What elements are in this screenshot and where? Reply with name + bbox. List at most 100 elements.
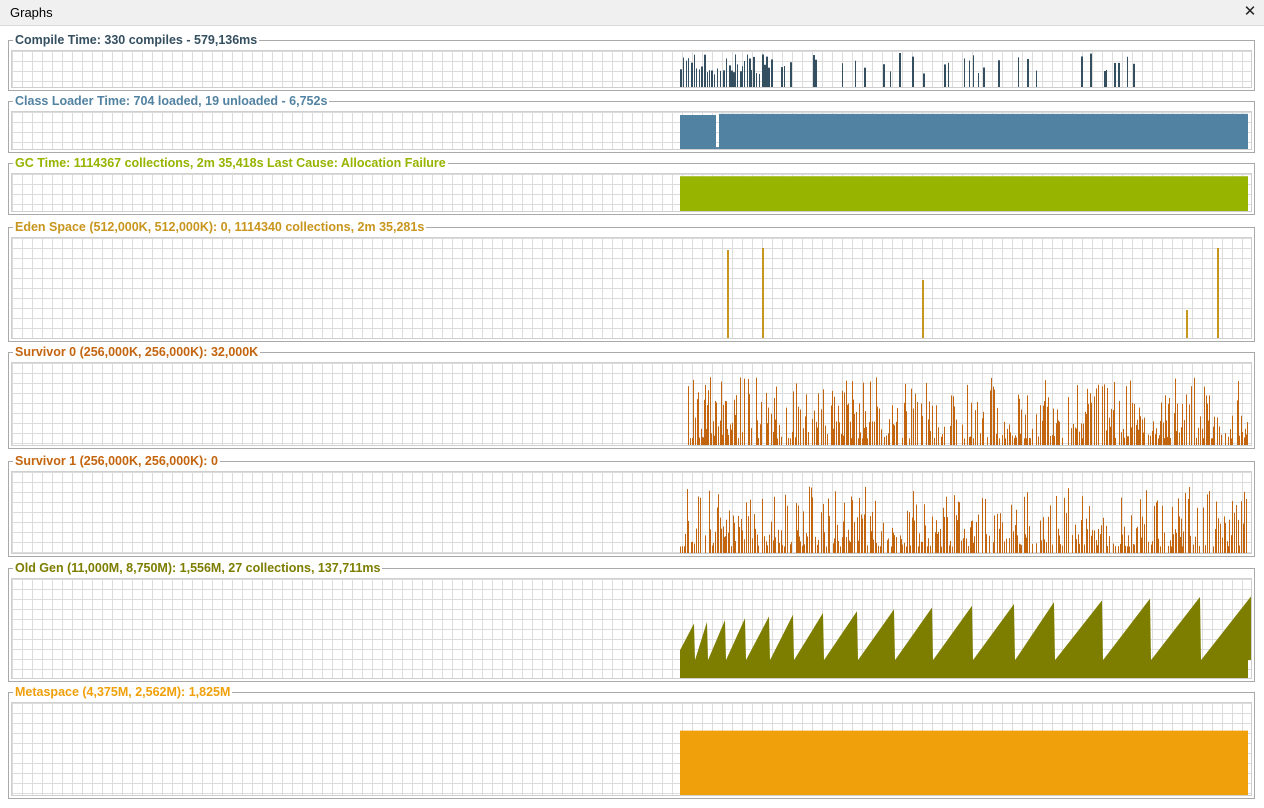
graph-bar (973, 55, 974, 87)
graph-bar (862, 518, 863, 553)
graph-bar (1106, 430, 1107, 445)
graph-bar (1166, 420, 1167, 445)
compile-time-plot (11, 50, 1252, 88)
graph-bar (817, 427, 818, 445)
graph-bar (1087, 529, 1088, 553)
graph-bar (779, 543, 780, 553)
graph-bar (1118, 62, 1120, 87)
graph-bar (1115, 546, 1116, 553)
graph-bar (1024, 438, 1025, 445)
graph-bar (1237, 400, 1238, 445)
graph-bar (874, 421, 875, 445)
graph-bar (1231, 438, 1232, 445)
graph-bar (865, 486, 866, 553)
graph-bar (873, 539, 874, 553)
graph-bar (1075, 427, 1076, 445)
graph-bar (756, 73, 757, 87)
class-loader-time-panel: Class Loader Time: 704 loaded, 19 unload… (8, 93, 1255, 153)
eden-space-label: Eden Space (512,000K, 512,000K): 0, 1114… (13, 219, 427, 235)
graph-bar (1178, 498, 1179, 553)
graph-bar (1109, 536, 1110, 553)
graph-bar (1173, 534, 1174, 553)
graph-bar (863, 382, 864, 445)
graph-bar (761, 401, 762, 445)
survivor-1-label: Survivor 1 (256,000K, 256,000K): 0 (13, 453, 220, 469)
graph-bar (690, 438, 691, 445)
graph-bar (1000, 513, 1001, 553)
survivor-1-plot (11, 471, 1252, 554)
graph-bar (1085, 411, 1086, 445)
graph-bar (910, 545, 911, 553)
graph-bar (746, 502, 747, 553)
graph-bar (713, 542, 714, 553)
graph-bar (942, 434, 943, 445)
graph-bar (742, 530, 743, 553)
graphs-window-titlebar: Graphs ✕ (0, 0, 1264, 26)
graph-bar (930, 545, 931, 553)
graph-bar (1140, 416, 1141, 445)
graph-bar (1160, 421, 1161, 445)
graph-bar (1021, 545, 1022, 553)
graph-bar (1015, 525, 1016, 553)
graph-bar (1144, 524, 1145, 553)
graph-bar (994, 389, 995, 445)
graph-bar (990, 390, 991, 445)
graph-bar (1156, 502, 1157, 553)
graph-bar (1030, 438, 1031, 445)
graph-bar (680, 546, 681, 553)
eden-space-graph (727, 248, 1219, 338)
graph-bar (842, 537, 843, 553)
graph-bar (1153, 421, 1154, 445)
graph-bar (852, 500, 853, 553)
graph-bar (1107, 546, 1108, 553)
graph-bar (977, 401, 978, 445)
graph-bar (721, 528, 722, 553)
graph-bar (1015, 435, 1016, 445)
graph-bar (792, 431, 793, 445)
graph-bar (756, 377, 757, 445)
graph-bar (1018, 57, 1019, 87)
graph-bar (1148, 541, 1149, 553)
graph-bar (725, 536, 726, 553)
graph-bar (1136, 528, 1137, 553)
graph-bar (1197, 507, 1198, 553)
graph-bar (697, 399, 698, 445)
graph-bar (851, 496, 852, 553)
gc-time-graph (680, 176, 1248, 211)
graph-bar (1228, 436, 1229, 445)
graph-bar (709, 490, 710, 553)
graph-bar (1211, 438, 1212, 445)
graph-bar (752, 538, 753, 553)
graph-bar (1121, 497, 1122, 553)
graph-bar (682, 546, 683, 553)
graph-bar (1158, 538, 1159, 553)
graph-bar (1176, 431, 1177, 445)
graph-bar (1183, 531, 1184, 553)
graph-bar (993, 386, 994, 445)
graph-bar (833, 543, 834, 553)
graph-bar (999, 528, 1000, 553)
graph-bar (1181, 427, 1182, 445)
graph-bar (907, 510, 908, 553)
close-icon[interactable]: ✕ (1243, 3, 1257, 20)
survivor-1-panel: Survivor 1 (256,000K, 256,000K): 0 (8, 453, 1255, 557)
graph-bar (1072, 535, 1073, 553)
survivor-0-graph (688, 377, 1248, 445)
graph-bar (742, 432, 743, 445)
graph-bar (901, 539, 902, 553)
graph-bar (729, 510, 730, 553)
graph-bar (800, 541, 801, 553)
graph-bar (771, 59, 773, 87)
graph-bar (922, 416, 923, 445)
graph-bar (811, 487, 812, 553)
graph-bar (1114, 62, 1116, 87)
graph-bar (934, 437, 935, 445)
graph-bar (744, 60, 745, 87)
graph-bar (688, 520, 689, 553)
gc-time-plot (11, 173, 1252, 212)
graph-bar (998, 60, 1000, 87)
graph-bar (1141, 537, 1142, 553)
graph-bar (787, 505, 788, 553)
graph-bar (751, 70, 752, 87)
graph-bar (1195, 536, 1196, 553)
